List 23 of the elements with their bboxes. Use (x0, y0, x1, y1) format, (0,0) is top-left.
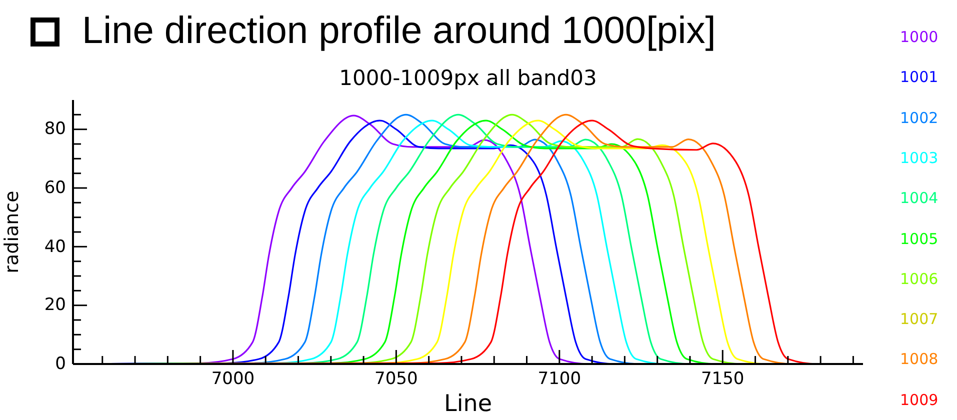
y-tick-label: 80 (44, 118, 66, 140)
text: 1005 (900, 230, 938, 248)
x-tick-label: 7000 (211, 369, 255, 389)
text: 1007 (900, 310, 938, 328)
y-tick-label: 60 (44, 177, 66, 199)
chart-subtitle: 1000-1009px all band03 (338, 66, 598, 90)
text: 1003 (900, 148, 938, 167)
x-tick-label: 7050 (374, 369, 418, 389)
text: 1006 (900, 270, 938, 288)
y-tick-label: 40 (44, 236, 66, 258)
x-tick-label: 7100 (538, 369, 582, 389)
y-tick-label: 20 (44, 294, 66, 316)
text: 1008 (900, 350, 938, 368)
y-tick-label: 0 (55, 353, 66, 375)
text: 1004 (900, 189, 938, 208)
text: 1000 (900, 28, 938, 46)
text: 1009 (900, 390, 938, 409)
chart-title: Line direction profile around 1000[pix] (82, 10, 716, 53)
x-axis-title: Line (443, 390, 493, 418)
text: 1001 (900, 68, 938, 86)
x-tick-label: 7150 (700, 369, 744, 389)
text: 1002 (900, 108, 938, 127)
y-axis-title: radiance (1, 190, 23, 274)
